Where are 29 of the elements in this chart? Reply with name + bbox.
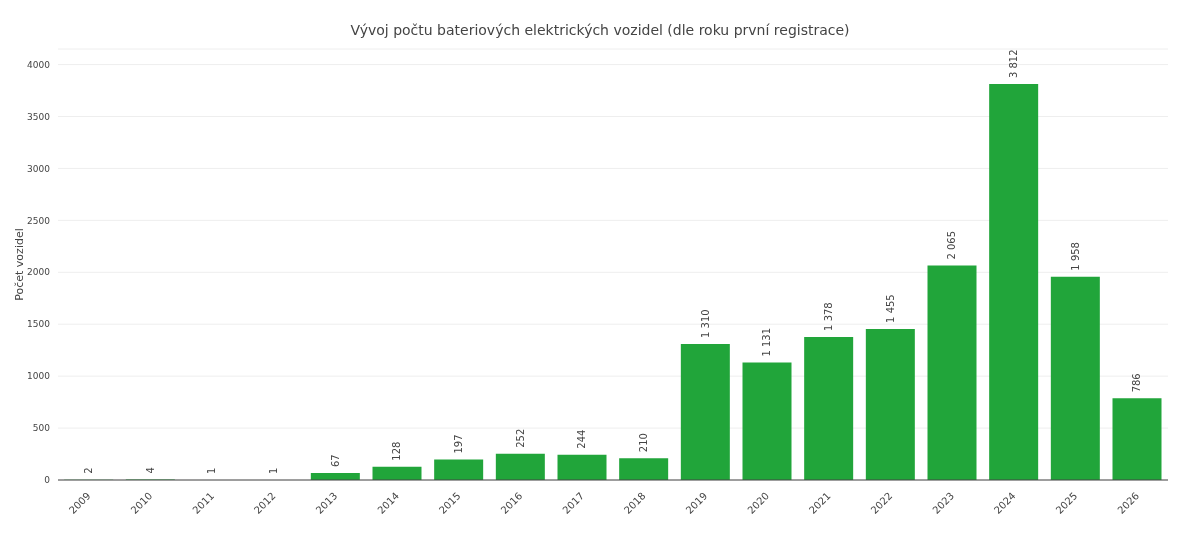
data-label: 197 <box>453 434 465 454</box>
chart-title: Vývoj počtu bateriových elektrických vozidel (dle roku první registrace) <box>349 22 851 38</box>
data-label: 1 455 <box>884 294 896 323</box>
data-label: 67 <box>329 454 341 468</box>
data-label: 1 310 <box>699 309 711 338</box>
data-label: 1 378 <box>823 302 835 331</box>
data-label: 210 <box>638 433 650 453</box>
y-tick-label: 4000 <box>27 59 51 70</box>
data-label: 1 <box>268 467 280 474</box>
y-tick-label: 2000 <box>27 267 51 278</box>
data-label: 1 131 <box>761 327 773 357</box>
y-tick-label: 500 <box>32 423 51 434</box>
y-tick-label: 3000 <box>27 163 51 174</box>
data-label: 2 <box>83 467 95 474</box>
data-label: 786 <box>1131 373 1143 393</box>
data-label: 1 958 <box>1069 242 1081 271</box>
y-tick-label: 1000 <box>27 371 51 382</box>
y-axis-title: Počet vozidel <box>12 228 26 301</box>
data-label: 2 065 <box>946 230 958 260</box>
data-label: 1 <box>206 467 218 474</box>
y-tick-label: 0 <box>44 475 51 486</box>
y-tick-label: 2500 <box>27 215 51 226</box>
y-tick-label: 3500 <box>27 111 51 122</box>
data-label: 252 <box>514 428 526 448</box>
data-label: 128 <box>391 441 403 461</box>
data-label: 244 <box>576 429 588 449</box>
data-label: 4 <box>144 467 156 474</box>
data-label: 3 812 <box>1008 49 1020 79</box>
y-tick-label: 1500 <box>27 319 51 330</box>
